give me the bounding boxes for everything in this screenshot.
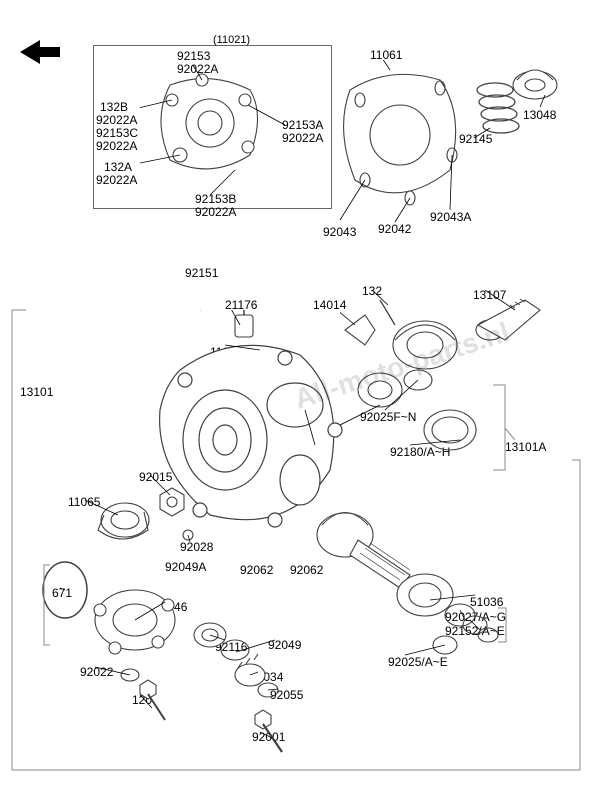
right-bracket [490, 380, 515, 480]
clutch-shaft-assembly [340, 290, 560, 470]
ref-13101: 13101 [20, 385, 53, 399]
ref-92022a-2: 92022A [96, 113, 137, 127]
top-detail-part [140, 65, 290, 200]
cap-part [505, 55, 565, 110]
ref-92153c: 92153C [96, 126, 138, 140]
gasket-part [330, 60, 480, 230]
ref-132a: 132A [104, 160, 132, 174]
ref-92151: 92151 [185, 266, 218, 280]
ref-132b: 132B [100, 100, 128, 114]
ref-92153: 92153 [177, 49, 210, 63]
ref-92022a-4: 92022A [96, 173, 137, 187]
pinion-assembly [300, 480, 530, 680]
diagram-container: (11021) 92153 92022A 132B 92022A 92153C … [0, 0, 589, 799]
top-box-label: (11021) [213, 34, 250, 46]
ref-92022a-3: 92022A [96, 139, 137, 153]
lower-left-assembly [40, 460, 330, 760]
ref-92022a-6: 92022A [195, 205, 236, 219]
